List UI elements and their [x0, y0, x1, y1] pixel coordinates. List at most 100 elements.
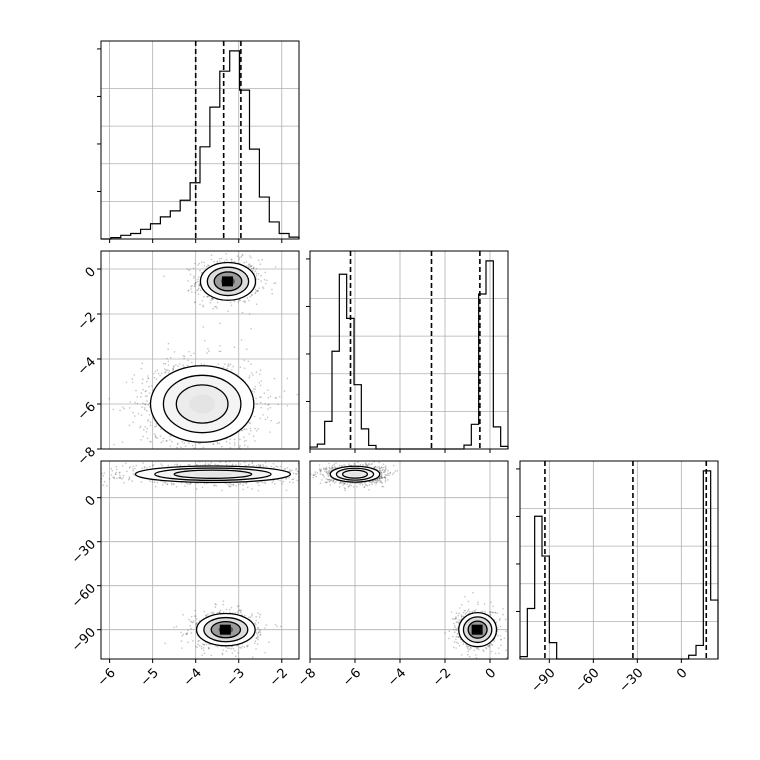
scatter-point [241, 254, 243, 256]
scatter-point [264, 403, 267, 405]
scatter-point [121, 478, 123, 480]
scatter-point [111, 469, 114, 472]
scatter-point [257, 612, 259, 614]
scatter-point [245, 482, 248, 485]
scatter-point [285, 489, 288, 492]
scatter-point [149, 424, 152, 427]
scatter-point [167, 348, 169, 351]
scatter-point [295, 473, 298, 475]
scatter-point [269, 431, 271, 433]
scatter-point [240, 339, 243, 341]
scatter-point [259, 396, 261, 398]
scatter-point [202, 649, 205, 652]
scatter-point [184, 485, 186, 488]
scatter-point [384, 468, 387, 471]
scatter-point [252, 267, 255, 269]
scatter-point [238, 609, 241, 611]
scatter-point [165, 369, 168, 372]
scatter-point [141, 467, 143, 470]
scatter-point [372, 480, 375, 483]
scatter-point [385, 468, 388, 470]
scatter-point [198, 452, 200, 454]
scatter-point [139, 425, 142, 428]
scatter-point [106, 485, 108, 487]
scatter-point [78, 466, 80, 468]
scatter-point [250, 430, 252, 432]
scatter-point [135, 464, 138, 467]
scatter-point [209, 302, 212, 304]
scatter-point [277, 403, 280, 406]
scatter-point [248, 299, 250, 302]
scatter-point [339, 482, 341, 485]
scatter-point [219, 260, 221, 262]
scatter-point [186, 268, 188, 270]
scatter-point [210, 454, 212, 456]
scatter-point [89, 477, 91, 479]
scatter-point [230, 648, 232, 650]
scatter-point [197, 288, 199, 291]
scatter-point [137, 412, 140, 415]
scatter-point [176, 463, 178, 466]
scatter-point [248, 313, 251, 315]
scatter-point [176, 443, 179, 446]
scatter-point [243, 436, 245, 438]
scatter-point [164, 481, 167, 484]
scatter-point [231, 652, 234, 654]
scatter-point [382, 471, 385, 474]
scatter-point [303, 479, 305, 481]
scatter-point [233, 444, 236, 446]
scatter-point [155, 425, 157, 428]
scatter-point [384, 466, 387, 469]
scatter-point [128, 476, 131, 478]
scatter-point [240, 611, 242, 614]
scatter-point [225, 253, 227, 255]
scatter-point [218, 442, 221, 445]
scatter-point [242, 254, 244, 256]
scatter-point [118, 476, 120, 479]
scatter-point [211, 298, 214, 300]
scatter-point [169, 356, 172, 359]
scatter-point [110, 474, 113, 476]
scatter-point [150, 441, 152, 443]
scatter-point [93, 479, 95, 481]
scatter-point [257, 621, 260, 624]
scatter-point [154, 434, 157, 437]
scatter-point [213, 450, 215, 452]
scatter-point [276, 422, 279, 425]
scatter-point [194, 285, 196, 287]
scatter-point [326, 472, 328, 475]
scatter-point [123, 407, 125, 410]
scatter-point [254, 622, 256, 624]
panel-frame [100, 40, 300, 240]
scatter-point [257, 427, 260, 430]
scatter-point [190, 288, 192, 290]
scatter-point [267, 389, 269, 391]
scatter-point [199, 442, 201, 445]
scatter-point [228, 647, 231, 649]
scatter-point [255, 648, 257, 650]
scatter-point [161, 372, 163, 375]
scatter-point [135, 389, 137, 392]
scatter-point [255, 623, 257, 626]
scatter-point [202, 305, 204, 308]
scatter-point [197, 278, 199, 281]
scatter-point [121, 441, 124, 444]
scatter-point [214, 603, 217, 605]
scatter-point [186, 364, 189, 367]
scatter-point [365, 463, 367, 466]
scatter-point [147, 419, 150, 421]
scatter-point [206, 352, 208, 354]
scatter-point [255, 637, 258, 639]
scatter-point [265, 624, 268, 626]
scatter-point [304, 479, 306, 481]
scatter-point [166, 483, 168, 486]
scatter-point [140, 481, 143, 483]
scatter-point [206, 455, 208, 457]
scatter-point [288, 476, 290, 479]
scatter-point [145, 390, 147, 392]
scatter-point [196, 622, 198, 624]
scatter-point [382, 485, 385, 488]
scatter-point [267, 404, 270, 406]
scatter-point [150, 457, 152, 459]
scatter-point [167, 464, 169, 467]
